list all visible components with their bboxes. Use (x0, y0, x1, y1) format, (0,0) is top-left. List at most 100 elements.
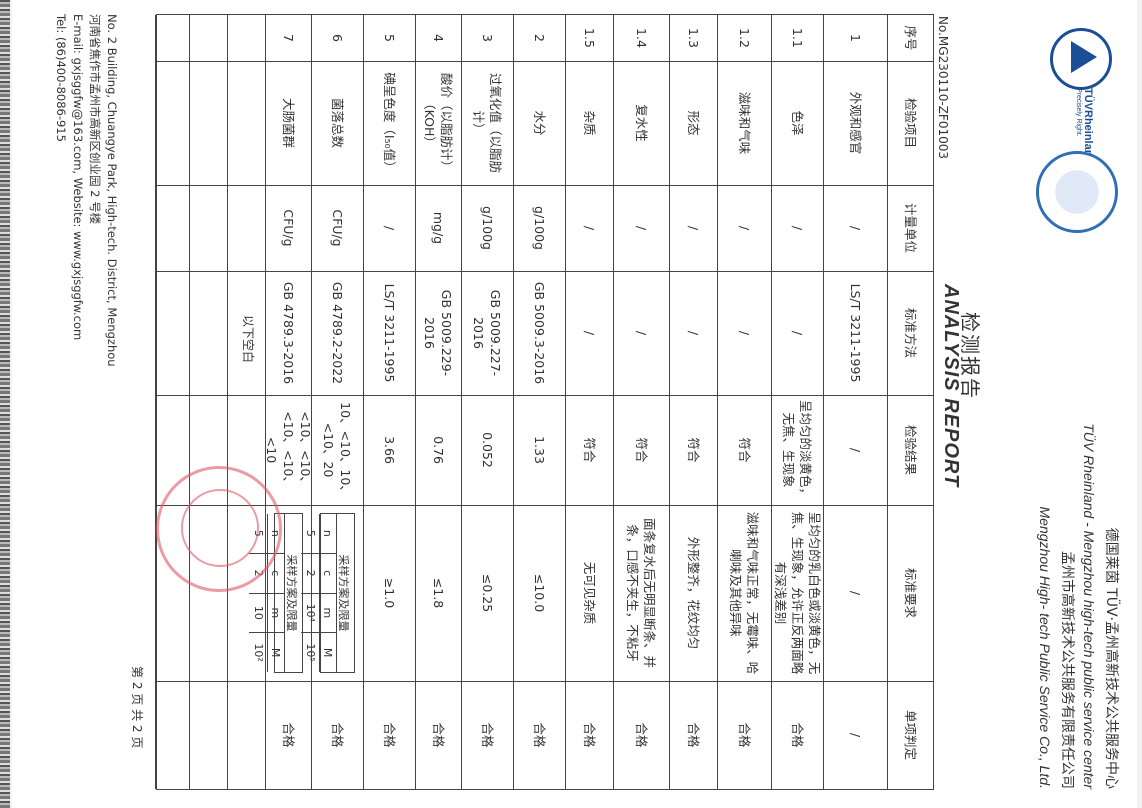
cell-item: 酸价（以脂肪计）（KOH） (422, 72, 455, 173)
sampling-plan-table: 采样方案及限量 n c m M 5 2 10⁴ 10⁵ (301, 513, 355, 673)
org-name-en-2: Mengzhou High- tech Public Service Co., … (1037, 506, 1053, 789)
cell-result: 符合 (634, 437, 649, 463)
table-row: 1.5 杂质 / / 符合 无可见杂质 合格 (565, 15, 613, 789)
cell-item: 过氧化值（以脂肪计） (471, 72, 504, 173)
cell-result: 1.33 (532, 436, 547, 464)
tuv-triangle-icon (1050, 28, 1112, 90)
column-divider (156, 185, 189, 186)
sampling-plan-cell: c (318, 552, 336, 593)
footer: No. 2 Building, Chuangye Park, High-tech… (52, 14, 120, 794)
org-name-en-1: TÜV Rheinland - Mengzhou high-tech publi… (1081, 423, 1097, 789)
cell-method: / (582, 330, 597, 336)
cell-unit: / (686, 225, 701, 231)
footer-email-website: E-mail: gxjsggfw@163.com, Website: www.g… (71, 14, 85, 341)
cell-result: 0.052 (480, 432, 495, 468)
table-row: 4 酸价（以脂肪计）（KOH） mg/g GB 5009.229-2016 0.76 ≤1… (415, 15, 461, 789)
cell-judge: 合格 (634, 722, 649, 748)
column-divider (190, 271, 227, 272)
cell-no: 7 (281, 34, 296, 42)
cell-req: ≤10.0 (532, 573, 547, 613)
cell-unit: / (790, 225, 805, 231)
cell-judge: / (848, 732, 863, 738)
cell-unit: / (634, 225, 649, 231)
report-page: TÜVRheinland Precisely Right. 德国莱茵 TÜV·孟州… (12, 0, 1137, 808)
cell-method: GB 5009.229-2016 (422, 289, 455, 377)
table-row: 2 水分 g/100g GB 5009.3-2016 1.33 ≤10.0 合格 (513, 15, 565, 789)
column-header: 标准要求 (903, 567, 918, 618)
report-title-en: ANALYSIS REPORT (940, 284, 962, 488)
page-number: 第 2 页 共 2 页 (130, 666, 144, 749)
column-divider (156, 271, 189, 272)
cell-judge: 合格 (480, 722, 495, 748)
table-row: 7 大肠菌群 CFU/g GB 4789.3-2016 <10、<10、<10、<10、… (249, 15, 313, 789)
document-number: No.MG230110-ZF01003 (936, 16, 950, 160)
cell-method: / (686, 330, 701, 336)
cell-unit: / (848, 225, 863, 231)
cell-item: 水分 (532, 110, 547, 136)
cell-item: 大肠菌群 (281, 97, 296, 148)
public-service-seal-icon (1036, 151, 1118, 233)
column-divider (190, 395, 227, 396)
cell-result: 0.76 (431, 436, 446, 464)
cell-result: 呈均匀的淡黄色，无焦、生现象 (781, 399, 814, 500)
column-divider (228, 185, 265, 186)
cell-judge: 合格 (790, 722, 805, 748)
sampling-plan-cell: m (266, 592, 284, 633)
table-row: 1.3 形态 / / 符合 外形整齐，花纹均匀 合格 (669, 15, 717, 789)
table-row: 1.2 滋味和气味 / / 符合 滋味和气味正常，无霉味、哈喇味及其他异味 合格 (717, 15, 771, 789)
cell-judge: 合格 (431, 722, 446, 748)
blank-row (189, 15, 227, 789)
cell-judge: 合格 (330, 722, 345, 748)
column-header: 序号 (903, 25, 918, 51)
scan-edge (0, 0, 10, 808)
cell-result: / (848, 447, 863, 453)
blank-row: 以下空白 (227, 15, 265, 789)
cell-no: 1.2 (737, 28, 752, 48)
cell-req: 无可见杂质 (582, 561, 597, 625)
cell-unit: / (382, 225, 397, 231)
cell-req: 滋味和气味正常，无霉味、哈喇味及其他异味 (728, 511, 761, 675)
cell-item: 滋味和气味 (737, 91, 752, 155)
table-header-row: 序号 检验项目 计量单位 标准方法 检验结果 标准要求 单项判定 (887, 15, 933, 789)
cell-method: GB 4789.3-2016 (281, 281, 296, 385)
results-table: 序号 检验项目 计量单位 标准方法 检验结果 标准要求 单项判定 1 外观和感官 / LS/T 32… (155, 14, 934, 790)
cell-method: / (737, 330, 752, 336)
cell-result: 符合 (686, 437, 701, 463)
cell-req: 呈均匀的乳白色或淡黄色，无焦、生现象，允许正反两面略有深浅差别 (773, 511, 822, 675)
cell-item: 外观和感官 (848, 91, 863, 155)
sampling-plan-title: 采样方案及限量 (285, 554, 298, 632)
table-row: 3 过氧化值（以脂肪计） g/100g GB 5009.227-2016 0.052 ≤0… (461, 15, 513, 789)
column-divider (190, 185, 227, 186)
column-divider (228, 395, 265, 396)
cell-result: 符合 (582, 437, 597, 463)
sampling-plan-cell: M (318, 632, 336, 672)
cell-no: 1.3 (686, 28, 701, 48)
column-divider (228, 681, 265, 682)
cell-req: / (848, 590, 863, 596)
cell-result: 10、<10、10、<10、20 (321, 402, 354, 498)
cell-unit: / (582, 225, 597, 231)
table-row: 1.4 复水性 / / 符合 面条复水后无明显断条、并条，口感不夹生，不粘牙 合格 (613, 15, 669, 789)
cell-method: / (634, 330, 649, 336)
cell-req: 采样方案及限量 n c m M 5 2 10⁴ 10⁵ (301, 505, 363, 681)
column-divider (156, 395, 189, 396)
cell-item: 碘呈色度（I₅₀值） (382, 72, 397, 174)
cell-method: GB 4789.2-2022 (330, 281, 345, 385)
tuv-logo: TÜVRheinland Precisely Right. (1050, 28, 1112, 163)
cell-req: 外形整齐，花纹均匀 (686, 536, 701, 650)
cell-method: LS/T 3211-1995 (382, 283, 397, 383)
cell-no: 4 (431, 34, 446, 42)
sampling-plan-cell: n (321, 529, 334, 537)
cell-no: 5 (382, 34, 397, 42)
blank-row (155, 15, 189, 789)
organization-block: 德国莱茵 TÜV·孟州高新技术公共服务中心 TÜV Rheinland - Me… (1034, 359, 1122, 789)
report-header: TÜVRheinland Precisely Right. 德国莱茵 TÜV·孟州… (936, 6, 1132, 801)
column-header: 单项判定 (903, 709, 918, 760)
table-row: 1.1 色泽 / / 呈均匀的淡黄色，无焦、生现象 呈均匀的乳白色或淡黄色，无焦、生现象，… (771, 15, 823, 789)
inspection-stamp (156, 466, 282, 592)
cell-unit: g/100g (480, 206, 495, 250)
cell-req: ≥1.0 (382, 577, 397, 609)
cell-result: 符合 (737, 437, 752, 463)
cell-unit: / (737, 225, 752, 231)
